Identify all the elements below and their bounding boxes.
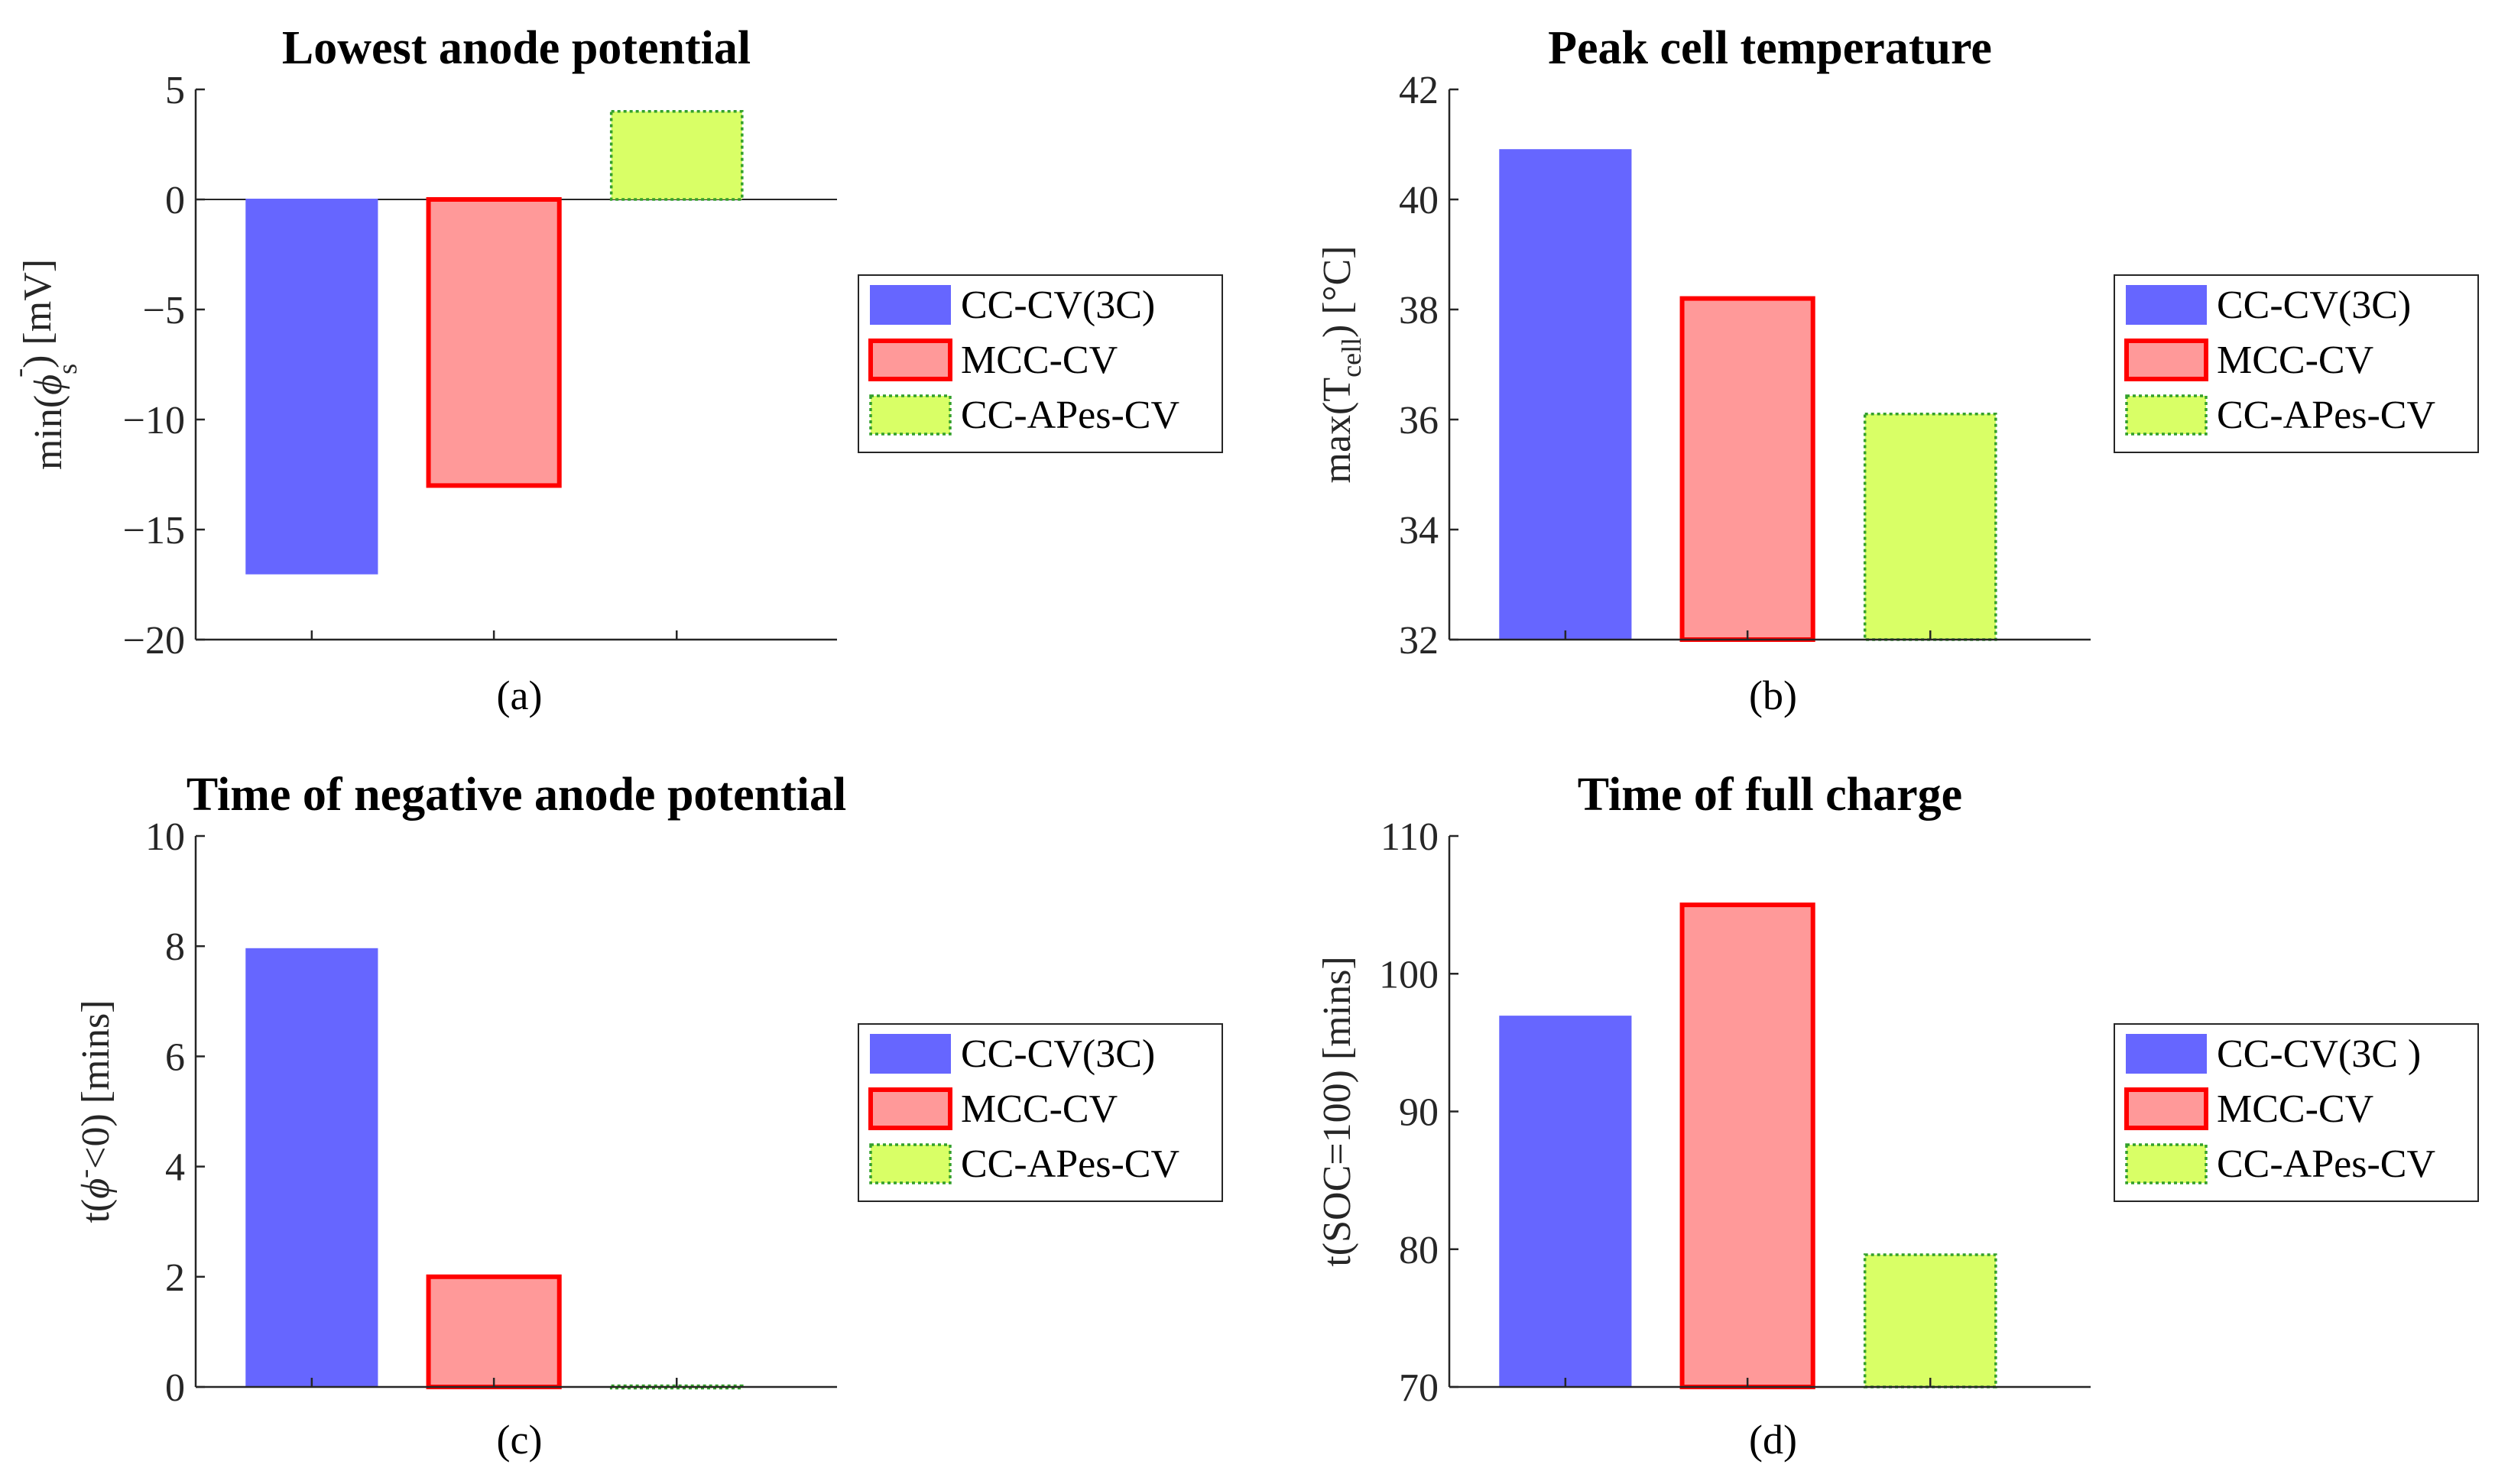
bar-d-1 xyxy=(1499,1016,1632,1388)
chart-title: Lowest anode potential xyxy=(282,22,751,74)
legend-label-1: CC-CV(3C) xyxy=(961,284,1155,327)
y-tick-label: 36 xyxy=(1399,399,1439,442)
y-tick-label: 40 xyxy=(1399,179,1439,222)
legend-label-3: CC-APes-CV xyxy=(2217,394,2435,437)
panel-a: Lowest anode potential 5 0 −5 −10 −15 −20 (a) mi… xyxy=(3,22,1223,718)
bar-b-3 xyxy=(1863,413,1997,641)
y-tick-label: 10 xyxy=(145,815,185,859)
bar-c-1 xyxy=(245,948,378,1388)
y-tick-label: −5 xyxy=(143,289,185,332)
y-tick-label: 32 xyxy=(1399,619,1439,663)
y-tick-label: 2 xyxy=(165,1256,185,1300)
y-tick-label: 42 xyxy=(1399,69,1439,112)
y-tick-label: −15 xyxy=(123,509,185,552)
y-tick-label: −10 xyxy=(123,399,185,442)
y-tick-label: 0 xyxy=(165,1366,185,1410)
legend-label-1: CC-CV(3C) xyxy=(961,1032,1155,1076)
legend-label-2: MCC-CV xyxy=(2217,1087,2373,1131)
y-tick-label: 100 xyxy=(1379,953,1439,996)
y-tick-label: 8 xyxy=(165,925,185,969)
y-axis-label: t(SOC=100) [mins] xyxy=(1316,956,1359,1266)
subcaption: (c) xyxy=(497,1417,543,1463)
panel-b: Peak cell temperature 42 40 38 36 34 32 (b) max(… xyxy=(1316,22,2479,718)
legend-label-2: MCC-CV xyxy=(961,1087,1118,1131)
legend-swatch-2 xyxy=(868,1087,952,1130)
y-axis-label: max(Tcell) [°C] xyxy=(1316,245,1367,483)
bar-b-2 xyxy=(1679,296,1815,642)
bar-d-2 xyxy=(1679,902,1815,1389)
chart-title: Time of full charge xyxy=(1578,769,1962,821)
y-tick-label: 6 xyxy=(165,1035,185,1079)
legend-label-2: MCC-CV xyxy=(2217,339,2373,382)
legend-label-3: CC-APes-CV xyxy=(961,394,1179,437)
legend-label-3: CC-APes-CV xyxy=(961,1142,1179,1186)
legend-swatch-2 xyxy=(2124,1087,2208,1130)
bar-d-3 xyxy=(1863,1253,1997,1388)
y-tick-label: −20 xyxy=(123,619,185,663)
legend: CC-CV(3C) MCC-CV CC-APes-CV xyxy=(2114,274,2479,453)
bar-b-1 xyxy=(1499,149,1632,640)
y-tick-label: 0 xyxy=(165,179,185,222)
legend-swatch-3 xyxy=(2125,394,2208,436)
y-tick-label: 70 xyxy=(1399,1366,1439,1410)
bar-a-2 xyxy=(426,197,562,488)
subcaption: (b) xyxy=(1749,672,1797,718)
legend-swatch-3 xyxy=(869,1143,952,1184)
y-tick-label: 90 xyxy=(1399,1091,1439,1135)
legend-swatch-2 xyxy=(2124,339,2208,381)
legend-swatch-1 xyxy=(870,1034,951,1074)
legend-label-1: CC-CV(3C) xyxy=(2217,284,2411,327)
legend: CC-CV(3C ) MCC-CV CC-APes-CV xyxy=(2114,1023,2479,1202)
legend-swatch-3 xyxy=(869,394,952,436)
y-tick-label: 4 xyxy=(165,1146,185,1190)
y-tick-label: 110 xyxy=(1381,815,1439,859)
legend-swatch-1 xyxy=(870,285,951,325)
legend-swatch-1 xyxy=(2126,285,2207,325)
legend-swatch-2 xyxy=(868,339,952,381)
chart-title: Time of negative anode potential xyxy=(187,769,846,821)
bar-c-2 xyxy=(426,1274,562,1390)
bar-a-3 xyxy=(609,110,744,201)
legend: CC-CV(3C) MCC-CV CC-APes-CV xyxy=(858,1023,1223,1202)
legend: CC-CV(3C) MCC-CV CC-APes-CV xyxy=(858,274,1223,453)
legend-label-2: MCC-CV xyxy=(961,339,1118,382)
legend-swatch-1 xyxy=(2126,1034,2207,1074)
y-tick-label: 80 xyxy=(1399,1229,1439,1272)
chart-title: Peak cell temperature xyxy=(1548,22,1992,74)
y-axis-label: t(ϕ-<0) [mins] xyxy=(69,1000,118,1223)
y-tick-label: 38 xyxy=(1399,289,1439,332)
bar-a-1 xyxy=(245,199,378,575)
y-tick-label: 34 xyxy=(1399,509,1439,552)
y-axis-label: min(ϕs-) [mV] xyxy=(3,259,83,470)
panel-d: Time of full charge 110 100 90 80 70 (d) t(SOC=… xyxy=(1316,769,2479,1463)
legend-label-3: CC-APes-CV xyxy=(2217,1142,2435,1186)
subcaption: (a) xyxy=(497,672,543,718)
legend-label-1: CC-CV(3C ) xyxy=(2217,1032,2421,1076)
y-tick-label: 5 xyxy=(165,69,185,112)
legend-swatch-3 xyxy=(2125,1143,2208,1184)
subcaption: (d) xyxy=(1749,1417,1797,1463)
